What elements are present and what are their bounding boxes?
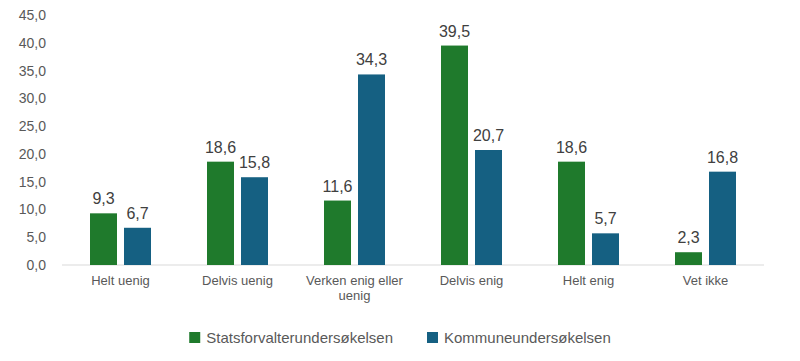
x-tick-label: Vet ikke — [683, 273, 729, 288]
data-label: 34,3 — [356, 51, 387, 68]
tick-mark — [61, 70, 62, 71]
bar — [358, 74, 385, 265]
x-tick-label-line: Delvis enig — [440, 273, 504, 288]
data-label: 18,6 — [205, 139, 236, 156]
tick-mark — [61, 15, 62, 16]
data-label: 18,6 — [556, 139, 587, 156]
bar — [441, 46, 468, 265]
y-tick-label: 0,0 — [27, 257, 47, 273]
data-label: 20,7 — [473, 127, 504, 144]
y-tick-label: 45,0 — [19, 7, 46, 23]
x-tick-label: Helt uenig — [91, 273, 150, 288]
y-tick-label: 40,0 — [19, 35, 46, 51]
data-label: 15,8 — [239, 154, 270, 171]
bar — [475, 150, 502, 265]
bar — [90, 213, 117, 265]
bar — [709, 172, 736, 265]
legend-label: Statsforvalterundersøkelsen — [206, 329, 393, 346]
y-tick-label: 15,0 — [19, 174, 46, 190]
tick-mark — [61, 237, 62, 238]
legend-swatch — [189, 332, 200, 343]
tick-mark — [61, 209, 62, 210]
x-tick-label-line: Vet ikke — [683, 273, 729, 288]
y-tick-label: 20,0 — [19, 146, 46, 162]
x-tick-label: Delvis uenig — [202, 273, 273, 288]
chart-container: 0,0 5,0 10,0 15,0 20,0 25,0 30,0 35,0 40,0 45,0 9,… — [0, 0, 800, 361]
y-tick-label: 25,0 — [19, 118, 46, 134]
y-tick-label: 30,0 — [19, 90, 46, 106]
x-axis-line — [62, 265, 764, 266]
bars — [90, 46, 736, 265]
bar — [207, 162, 234, 265]
data-label: 16,8 — [707, 149, 738, 166]
data-label: 5,7 — [594, 210, 616, 227]
data-label: 9,3 — [92, 190, 114, 207]
x-tick-label-line: uenig — [339, 288, 371, 303]
tick-mark — [61, 265, 62, 266]
x-tick-label: Verken enig elleruenig — [306, 273, 404, 303]
bar — [241, 177, 268, 265]
x-tick-label: Delvis enig — [440, 273, 504, 288]
tick-mark — [61, 126, 62, 127]
bar — [124, 228, 151, 265]
x-tick-label-line: Helt enig — [563, 273, 614, 288]
tick-mark — [61, 181, 62, 182]
data-label: 6,7 — [126, 205, 148, 222]
bar — [558, 162, 585, 265]
tick-mark — [61, 42, 62, 43]
x-tick-label-line: Helt uenig — [91, 273, 150, 288]
legend-swatch — [427, 332, 438, 343]
legend-label: Kommuneundersøkelsen — [444, 329, 611, 346]
tick-mark — [61, 153, 62, 154]
data-label: 39,5 — [439, 23, 470, 40]
tick-mark — [61, 98, 62, 99]
legend: Statsforvalterundersøkelsen Kommuneunders… — [189, 329, 611, 346]
x-tick-label: Helt enig — [563, 273, 614, 288]
bar — [675, 252, 702, 265]
x-tick-label-line: Delvis uenig — [202, 273, 273, 288]
chart: 0,0 5,0 10,0 15,0 20,0 25,0 30,0 35,0 40,0 45,0 9,… — [0, 0, 800, 361]
y-tick-label: 35,0 — [19, 63, 46, 79]
data-label: 11,6 — [323, 178, 353, 195]
y-tick-label: 10,0 — [19, 201, 46, 217]
data-label: 2,3 — [677, 229, 699, 246]
bar — [324, 201, 351, 265]
x-tick-label-line: Verken enig eller — [306, 273, 404, 288]
y-tick-label: 5,0 — [27, 229, 47, 245]
bar — [592, 233, 619, 265]
